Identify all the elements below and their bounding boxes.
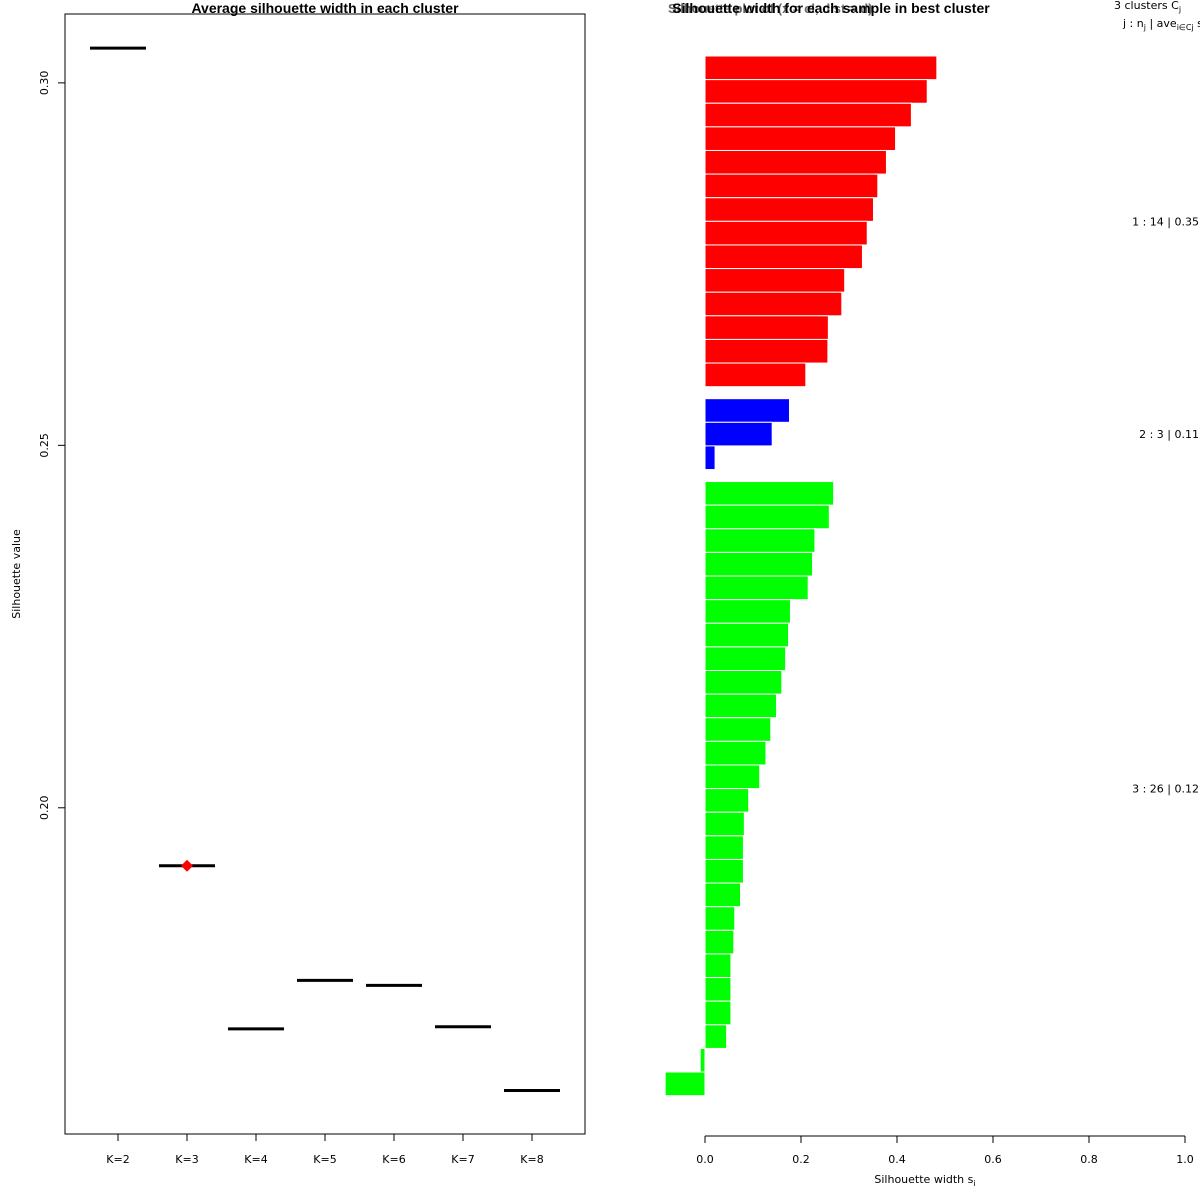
silhouette-bar [704, 173, 879, 199]
right-x-tick-label: 1.0 [1176, 1153, 1194, 1166]
silhouette-bar [704, 551, 814, 577]
cluster-header-sub: j [1178, 5, 1181, 14]
left-y-tick-label: 0.20 [38, 796, 51, 821]
right-x-axis-label-sub: i [973, 1179, 975, 1188]
left-x-tick-label: K=5 [313, 1153, 336, 1166]
silhouette-bar [704, 220, 868, 246]
silhouette-bar [704, 740, 767, 766]
silhouette-bar [704, 362, 807, 388]
silhouette-bar [704, 1000, 732, 1026]
silhouette-bar [704, 481, 835, 506]
silhouette-bar [704, 338, 829, 364]
right-x-tick-label: 0.2 [792, 1153, 810, 1166]
silhouette-bar [704, 244, 863, 270]
cluster-label: 2 : 3 | 0.11 [1139, 428, 1199, 441]
silhouette-bar [704, 197, 874, 222]
silhouette-bar [704, 291, 843, 317]
silhouette-bar [704, 646, 787, 672]
left-y-tick-label: 0.25 [38, 433, 51, 458]
silhouette-bar [704, 858, 744, 884]
cluster-header2-b: j [1143, 23, 1146, 32]
right-x-axis: 0.0 0.2 0.4 0.6 0.8 1.0 [696, 1135, 1194, 1166]
silhouette-bar [704, 504, 830, 530]
left-marks [90, 46, 560, 1093]
silhouette-bar [704, 149, 887, 175]
silhouette-bar [704, 835, 744, 860]
silhouette-bar [704, 977, 732, 1002]
left-y-tick-label: 0.30 [38, 71, 51, 96]
right-x-tick-label: 0.8 [1080, 1153, 1098, 1166]
right-x-axis-label-text: Silhouette width s [874, 1173, 973, 1186]
left-panel: Average silhouette width in each cluster… [10, 0, 586, 1166]
right-cluster-labels: 1 : 14 | 0.35 2 : 3 | 0.11 3 : 26 | 0.12 [1132, 215, 1199, 795]
cluster-header-text: 3 clusters C [1114, 0, 1179, 12]
silhouette-bar [704, 575, 809, 601]
silhouette-bar [704, 670, 783, 695]
silhouette-bar [704, 421, 773, 447]
left-x-tick-label: K=7 [451, 1153, 474, 1166]
silhouette-bar [704, 599, 791, 624]
silhouette-bar [704, 102, 912, 128]
left-plot-frame [64, 13, 586, 1135]
cluster-header-line1: 3 clusters Cj [1114, 0, 1181, 14]
left-x-tick-label: K=2 [106, 1153, 129, 1166]
silhouette-bar [704, 55, 938, 81]
cluster-label: 3 : 26 | 0.12 [1132, 783, 1199, 796]
silhouette-bar [704, 268, 846, 293]
right-chart-title: Silhouette width for each sample in best… [672, 0, 990, 16]
left-y-axis: 0.20 0.25 0.30 [38, 71, 65, 820]
silhouette-bar [664, 1071, 706, 1097]
right-x-tick-label: 0.6 [984, 1153, 1002, 1166]
silhouette-bar [704, 929, 735, 955]
right-x-axis-label: Silhouette width si [874, 1173, 975, 1188]
cluster-header2-d: i∈Cj [1177, 23, 1194, 32]
silhouette-bar [704, 693, 778, 719]
cluster-header-line2: j : nj | avei∈Cj s [1122, 17, 1200, 32]
silhouette-bar [704, 788, 750, 813]
silhouette-bar [704, 315, 829, 340]
cluster-header2-c: | ave [1146, 17, 1177, 30]
silhouette-bar [704, 622, 790, 648]
silhouette-bar [704, 79, 928, 104]
left-x-axis: K=2 K=3 K=4 K=5 K=6 K=7 K=8 [106, 1134, 544, 1166]
cluster-header2-a: j : n [1122, 17, 1144, 30]
silhouette-bar [704, 398, 790, 423]
silhouette-bar [704, 906, 736, 931]
left-x-tick-label: K=3 [175, 1153, 198, 1166]
silhouette-bar [704, 882, 742, 908]
right-x-tick-label: 0.0 [696, 1153, 714, 1166]
silhouette-bar [704, 126, 897, 151]
silhouette-bar [704, 445, 716, 471]
left-x-tick-label: K=6 [382, 1153, 405, 1166]
cluster-label: 1 : 14 | 0.35 [1132, 215, 1199, 228]
silhouette-bar [704, 764, 761, 790]
left-chart-title: Average silhouette width in each cluster [191, 0, 459, 16]
right-x-tick-label: 0.4 [888, 1153, 906, 1166]
right-panel: Silhouette plot of (x = cl, dist = d) Si… [664, 0, 1200, 1188]
right-chart-title-overlap: Silhouette plot of (x = cl, dist = d) [668, 1, 872, 16]
right-bars [664, 55, 938, 1097]
silhouette-bar [704, 717, 772, 742]
left-y-axis-label: Silhouette value [10, 529, 23, 619]
cluster-header2-e: s [1194, 17, 1200, 30]
silhouette-bar [704, 1024, 728, 1049]
silhouette-bar [704, 811, 745, 837]
silhouette-bar [704, 528, 816, 553]
left-x-tick-label: K=8 [520, 1153, 543, 1166]
left-x-tick-label: K=4 [244, 1153, 267, 1166]
silhouette-bar [704, 953, 732, 979]
silhouette-bar [699, 1047, 706, 1073]
best-k-marker [181, 859, 193, 872]
